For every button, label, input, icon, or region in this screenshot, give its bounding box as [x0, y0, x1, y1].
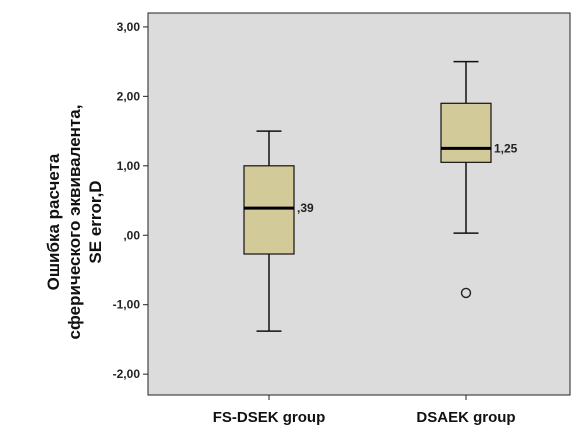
boxes: ,39 1,25 [243, 60, 518, 332]
y-axis-label-line: Ошибка расчета [44, 153, 63, 290]
iqr-box [243, 165, 295, 255]
x-category-label: FS-DSEK group [213, 409, 326, 426]
y-tick-label: ,00 [123, 228, 140, 242]
median-label: ,39 [297, 201, 314, 215]
outlier-point [460, 287, 472, 299]
x-axis: FS-DSEK group DSAEK group [213, 395, 516, 426]
y-tick-label: 2,00 [117, 89, 141, 103]
y-axis-label-line: сферического эквивалента, [65, 105, 84, 340]
box-group: ,39 [243, 130, 314, 332]
y-axis-title: Ошибка расчета сферического эквивалента, S… [44, 105, 105, 340]
iqr-box [440, 102, 492, 163]
y-tick-label: -1,00 [113, 298, 141, 312]
box-group: 1,25 [440, 60, 518, 299]
y-tick-label: 3,00 [117, 20, 141, 34]
y-tick-label: -2,00 [113, 367, 141, 381]
median-label: 1,25 [494, 141, 518, 155]
y-axis-label-line: SE error,D [86, 180, 105, 263]
y-axis-label: Ошибка расчета сферического эквивалента, S… [44, 105, 105, 340]
y-axis: 3,00 2,00 1,00 ,00 -1,00 -2,00 [113, 20, 148, 381]
plot-area [147, 12, 571, 396]
x-category-label: DSAEK group [416, 409, 515, 426]
y-tick-label: 1,00 [117, 159, 141, 173]
